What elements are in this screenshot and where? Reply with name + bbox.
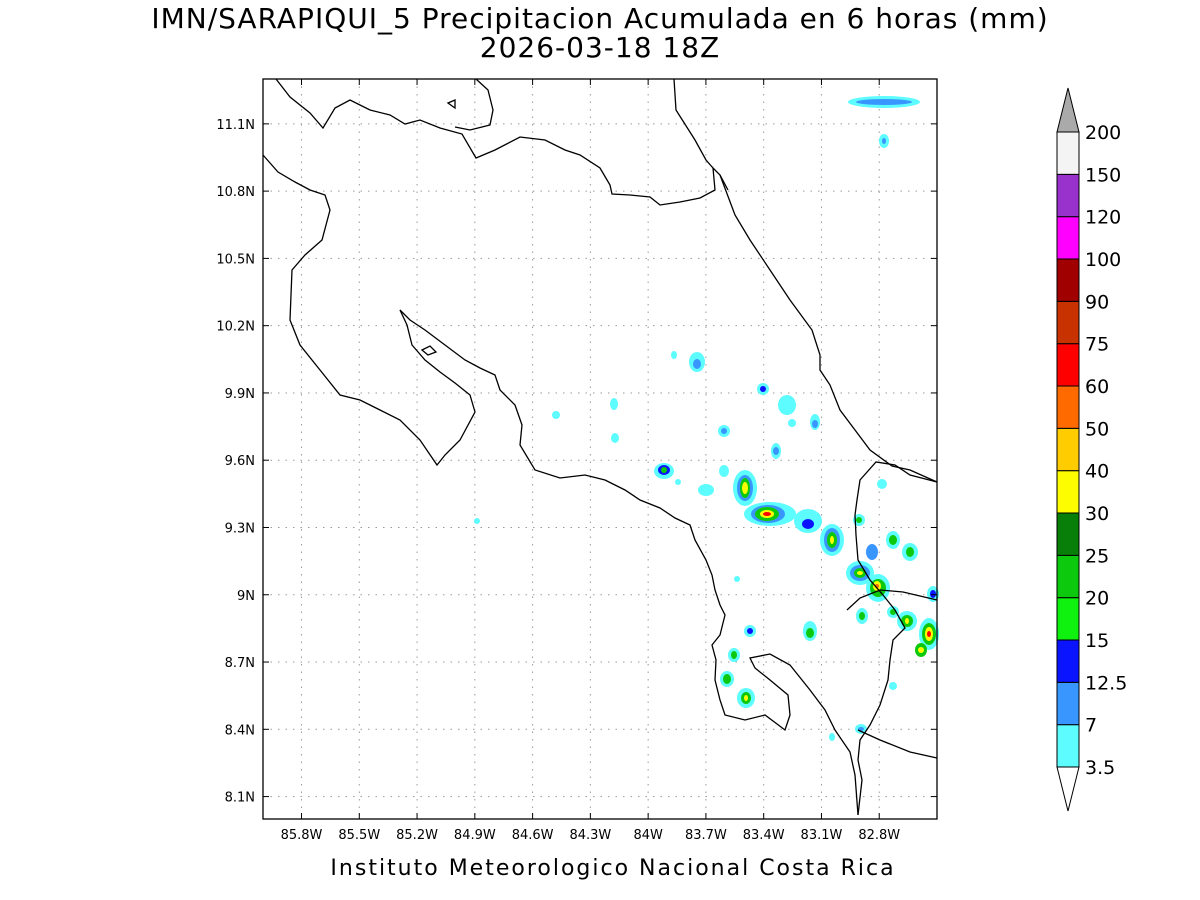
colorbar-level-label: 100 [1085, 249, 1121, 271]
latitude-axis: 11.1N 10.8N 10.5N 10.2N 9.9N 9.6N 9.3N 9N 8.7N 8.… [216, 118, 937, 806]
lat-tick-label: 8.4N [225, 723, 255, 738]
colorbar-swatch [1056, 427, 1080, 472]
lat-tick-label: 10.5N [216, 252, 255, 267]
lat-tick-label: 10.2N [216, 320, 255, 335]
colorbar-swatch [1056, 173, 1080, 218]
lat-tick-label: 11.1N [216, 118, 255, 133]
lon-tick-label: 83.4W [743, 828, 785, 843]
lon-tick-label: 85.8W [281, 828, 323, 843]
colorbar-level-label: 75 [1085, 334, 1109, 356]
lon-tick-label: 85.5W [338, 828, 380, 843]
colorbar-level-label: 7 [1085, 715, 1097, 737]
lon-tick-label: 85.2W [396, 828, 438, 843]
colorbar-swatch [1056, 216, 1080, 260]
lon-tick-label: 83.1W [801, 828, 843, 843]
precipitation-colorbar: 3.5 7 12.5 15 20 25 30 40 50 60 75 90 100 120 150 200 [1056, 87, 1127, 812]
map-datetime: 2026-03-18 18Z [479, 31, 721, 64]
colorbar-level-label: 120 [1085, 207, 1121, 229]
colorbar-swatch [1056, 343, 1080, 387]
lon-tick-label: 84.6W [512, 828, 554, 843]
colorbar-swatch [1056, 258, 1080, 302]
colorbar-level-label: 30 [1085, 503, 1109, 525]
colorbar-swatch [1056, 724, 1080, 768]
lat-tick-label: 9.3N [225, 521, 255, 536]
colorbar-level-label: 60 [1085, 376, 1109, 398]
lon-tick-label: 84.9W [454, 828, 496, 843]
lon-tick-label: 84W [633, 828, 663, 843]
colorbar-swatch [1056, 300, 1080, 345]
colorbar-swatch [1056, 639, 1080, 683]
map-area [262, 78, 939, 820]
lat-tick-label: 9.6N [225, 454, 255, 469]
map-frame [262, 78, 938, 820]
colorbar-under-arrow [1056, 766, 1080, 812]
colorbar-level-label: 40 [1085, 461, 1109, 483]
lat-tick-label: 10.8N [216, 185, 255, 200]
colorbar-level-label: 12.5 [1085, 672, 1127, 694]
lon-tick-label: 84.3W [569, 828, 611, 843]
longitude-axis: 85.8W 85.5W 85.2W 84.9W 84.6W 84.3W 84W 83.7W 83… [281, 79, 900, 843]
colorbar-swatch [1056, 554, 1080, 599]
lat-tick-label: 8.1N [225, 791, 255, 806]
colorbar-level-label: 15 [1085, 630, 1109, 652]
colorbar-level-label: 50 [1085, 418, 1109, 440]
precipitation-field [474, 96, 939, 741]
colorbar-swatch [1056, 470, 1080, 514]
lat-tick-label: 8.7N [225, 656, 255, 671]
lon-tick-label: 82.8W [858, 828, 900, 843]
colorbar-swatch [1056, 597, 1080, 641]
colorbar-swatch [1056, 385, 1080, 429]
map-title: IMN/SARAPIQUI_5 Precipitacion Acumulada … [151, 2, 1049, 35]
colorbar-swatch [1056, 512, 1080, 556]
colorbar-level-label: 3.5 [1085, 757, 1115, 779]
colorbar-swatch [1056, 131, 1080, 175]
colorbar-swatch [1056, 681, 1080, 726]
colorbar-level-label: 150 [1085, 164, 1121, 186]
colorbar-level-label: 200 [1085, 122, 1121, 144]
footer-credit: Instituto Meteorologico Nacional Costa R… [330, 856, 896, 881]
colorbar-over-arrow [1056, 87, 1080, 133]
lat-tick-label: 9.9N [225, 387, 255, 402]
lon-tick-label: 83.7W [685, 828, 727, 843]
colorbar-level-label: 20 [1085, 588, 1109, 610]
colorbar-level-label: 90 [1085, 291, 1109, 313]
lat-tick-label: 9N [237, 589, 255, 604]
colorbar-level-label: 25 [1085, 545, 1109, 567]
coastline-borders [262, 78, 938, 816]
